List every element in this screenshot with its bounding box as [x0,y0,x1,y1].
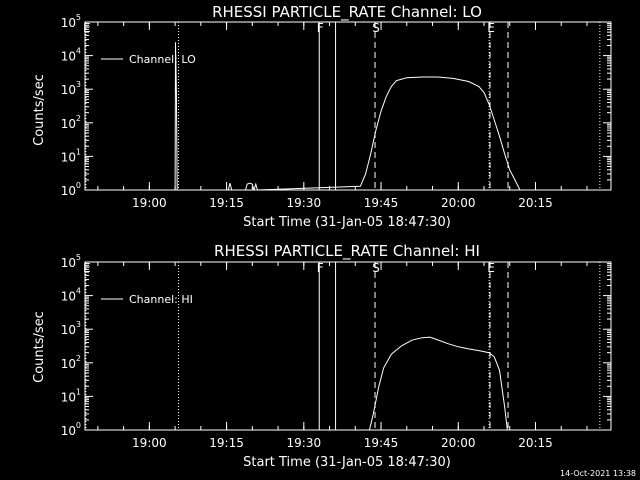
y-tick-label: 10 [61,357,76,371]
panel-hi: RHESSI PARTICLE_RATE Channel: HI Start T… [32,242,612,470]
y-tick-exponent: 3 [76,320,81,329]
legend-label: Channel: HI [129,293,193,306]
x-axis-label: Start Time (31-Jan-05 18:47:30) [243,455,451,470]
footer-timestamp: 14-Oct-2021 13:38 [560,469,636,478]
x-tick-label: 20:00 [441,196,476,210]
y-tick-label: 10 [61,117,76,131]
y-tick-exponent: 5 [76,253,81,262]
y-tick-label: 10 [61,184,76,198]
y-tick-exponent: 0 [76,421,81,430]
marker-label: E [487,261,495,275]
x-tick-label: 20:15 [518,436,553,450]
x-axis-label: Start Time (31-Jan-05 18:47:30) [243,215,451,230]
plot-frame [84,261,612,431]
y-axis-label: Counts/sec [32,311,47,383]
y-tick-exponent: 2 [76,114,81,123]
x-tick-label: 19:30 [287,196,322,210]
y-tick-label: 10 [61,290,76,304]
y-tick-label: 10 [61,150,76,164]
chart-title: RHESSI PARTICLE_RATE Channel: HI [214,242,480,261]
x-tick-label: 19:45 [364,436,399,450]
y-tick-label: 10 [61,256,76,270]
y-tick-label: 10 [61,323,76,337]
panel-lo: RHESSI PARTICLE_RATE Channel: LO Start T… [32,3,612,230]
x-tick-label: 19:15 [209,196,244,210]
y-tick-exponent: 5 [76,13,81,22]
y-tick-label: 10 [61,83,76,97]
marker-label: E [487,21,495,35]
x-tick-label: 19:00 [132,196,167,210]
marker-label: S [372,21,380,35]
marker-label: E [83,261,91,275]
marker-label: F [317,261,324,275]
x-tick-label: 19:00 [132,436,167,450]
legend-label: Channel: LO [129,53,196,66]
x-tick-label: 19:30 [287,436,322,450]
series-line [174,42,521,190]
series-line [368,336,508,430]
chart-title: RHESSI PARTICLE_RATE Channel: LO [212,3,482,22]
y-tick-exponent: 2 [76,354,81,363]
y-tick-exponent: 3 [76,80,81,89]
marker-label: E [83,21,91,35]
x-tick-label: 19:15 [209,436,244,450]
y-tick-exponent: 1 [76,147,81,156]
y-axis-label: Counts/sec [32,74,47,146]
x-tick-label: 19:45 [364,196,399,210]
y-tick-label: 10 [61,424,76,438]
y-tick-label: 10 [61,390,76,404]
x-tick-label: 20:15 [518,196,553,210]
plot-frame [84,21,612,191]
marker-label: S [372,261,380,275]
y-tick-label: 10 [61,16,76,30]
y-tick-exponent: 1 [76,387,81,396]
y-tick-exponent: 0 [76,181,81,190]
y-tick-label: 10 [61,50,76,64]
y-tick-exponent: 4 [76,47,81,56]
y-tick-exponent: 4 [76,287,81,296]
marker-label: F [317,21,324,35]
x-tick-label: 20:00 [441,436,476,450]
